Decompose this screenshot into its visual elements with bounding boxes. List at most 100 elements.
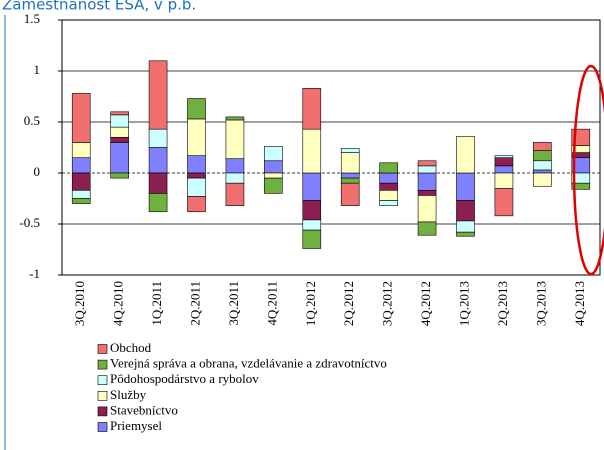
bar-segment xyxy=(379,190,398,201)
bar-segment xyxy=(533,172,552,187)
bar-segment xyxy=(71,172,91,191)
bar-segment xyxy=(379,182,398,191)
bar-segment xyxy=(148,128,168,148)
bar-segment xyxy=(456,172,475,201)
bar-segment xyxy=(148,172,168,194)
x-tick-label: 2Q.2012 xyxy=(341,281,356,326)
plot: -1 -0.5 0 0.5 1 1.5 3Q.2010 4Q.2010 1Q.2011 2Q.20… xyxy=(19,11,601,433)
bar-segment xyxy=(264,160,283,174)
legend-swatch xyxy=(97,422,108,432)
bar-segment xyxy=(71,157,91,174)
x-tick-label: 4Q.2010 xyxy=(111,281,126,326)
bar-segment xyxy=(417,172,437,191)
bar-segment xyxy=(225,116,245,121)
bar-segment xyxy=(110,111,129,116)
legend-swatch xyxy=(97,390,108,401)
bar-segment xyxy=(494,157,514,167)
bar-segment xyxy=(302,200,322,221)
bar-segment xyxy=(264,146,283,162)
x-tick-label: 4Q.2013 xyxy=(572,281,587,326)
bar-segment xyxy=(302,219,322,231)
x-tick-label: 1Q.2013 xyxy=(456,281,471,326)
bar-segment xyxy=(456,231,475,237)
legend-label: Verejná správa a obrana, vzdelávanie a z… xyxy=(110,356,387,371)
bar-segment xyxy=(533,160,552,171)
bar-segment xyxy=(302,128,322,174)
bar-segment xyxy=(456,135,475,174)
x-tick-label: 1Q.2012 xyxy=(303,281,318,326)
x-tick-label: 3Q.2010 xyxy=(72,281,87,326)
bar-segment xyxy=(533,169,552,174)
bar-segment xyxy=(340,177,360,184)
bar-segment xyxy=(494,165,514,174)
bar-segment xyxy=(110,137,129,143)
legend-label: Obchod xyxy=(110,340,152,355)
bar-segment xyxy=(340,172,360,179)
x-tick-label: 2Q.2011 xyxy=(187,281,202,326)
bar-segment xyxy=(187,118,206,156)
bar-segment xyxy=(187,177,206,197)
bar-segment xyxy=(225,158,245,174)
bar-segment xyxy=(148,147,168,174)
bar-segment xyxy=(494,155,514,159)
x-tick-label: 3Q.2013 xyxy=(533,281,548,326)
bar-segment xyxy=(187,98,206,120)
legend-label: Pôdohospodárstvo a rybolov xyxy=(110,371,259,386)
bar-segment xyxy=(417,221,437,236)
bar-segment xyxy=(379,200,398,206)
x-tick-label: 4Q.2011 xyxy=(264,281,279,326)
bar-segment xyxy=(148,60,168,130)
bar-segment xyxy=(302,88,322,130)
chart-title: Zamestnanosť ESA, v p.b. xyxy=(2,0,196,14)
x-tick-label: 2Q.2013 xyxy=(495,281,510,326)
legend-swatch xyxy=(97,359,108,370)
legend-swatch xyxy=(97,406,108,417)
bar-segment xyxy=(148,193,168,213)
bar-segment xyxy=(264,177,283,194)
bar-segment xyxy=(533,142,552,151)
bar-segment xyxy=(417,160,437,167)
bar-segment xyxy=(340,152,360,174)
bar-segment xyxy=(340,148,360,153)
legend-swatch xyxy=(97,344,108,354)
bar-segment xyxy=(417,190,437,196)
x-tick-label: 3Q.2011 xyxy=(226,281,241,326)
highlight-ellipse xyxy=(572,64,604,276)
bar-segment xyxy=(264,172,283,179)
bar-segment xyxy=(110,172,129,179)
x-tick-label: 1Q.2011 xyxy=(149,281,164,326)
legend-label: Služby xyxy=(110,387,147,402)
bar-segment xyxy=(302,172,322,201)
bar-segment xyxy=(302,229,322,249)
bar-segment xyxy=(110,114,129,128)
bar-segment xyxy=(187,172,206,179)
bar-segment xyxy=(225,182,245,206)
y-tick-label: 1 xyxy=(34,62,41,77)
y-tick-label: -0.5 xyxy=(19,215,40,230)
bar-segment xyxy=(456,220,475,233)
bar-segment xyxy=(494,172,514,189)
bar-segment xyxy=(225,119,245,160)
legend-label: Priemysel xyxy=(110,418,162,433)
y-tick-label: 0.5 xyxy=(24,113,40,128)
legend-label: Stavebníctvo xyxy=(110,402,178,417)
bar-segment xyxy=(187,155,206,174)
bar-segment xyxy=(71,142,91,158)
bar-segment xyxy=(225,172,245,184)
y-tick-label: -1 xyxy=(29,266,40,281)
bar-segment xyxy=(379,172,398,184)
bar-segment xyxy=(379,162,398,174)
bar-segment xyxy=(571,182,591,190)
bar-segment xyxy=(533,150,552,162)
bar-segment xyxy=(71,198,91,204)
x-tick-label: 3Q.2012 xyxy=(380,281,395,326)
bar-segment xyxy=(187,196,206,213)
y-tick-label: 1.5 xyxy=(24,11,40,26)
bar-segment xyxy=(456,200,475,222)
bar-segment xyxy=(110,142,129,174)
bar-segment xyxy=(110,126,129,138)
bar-segment xyxy=(417,165,437,174)
bar-segment xyxy=(417,195,437,223)
